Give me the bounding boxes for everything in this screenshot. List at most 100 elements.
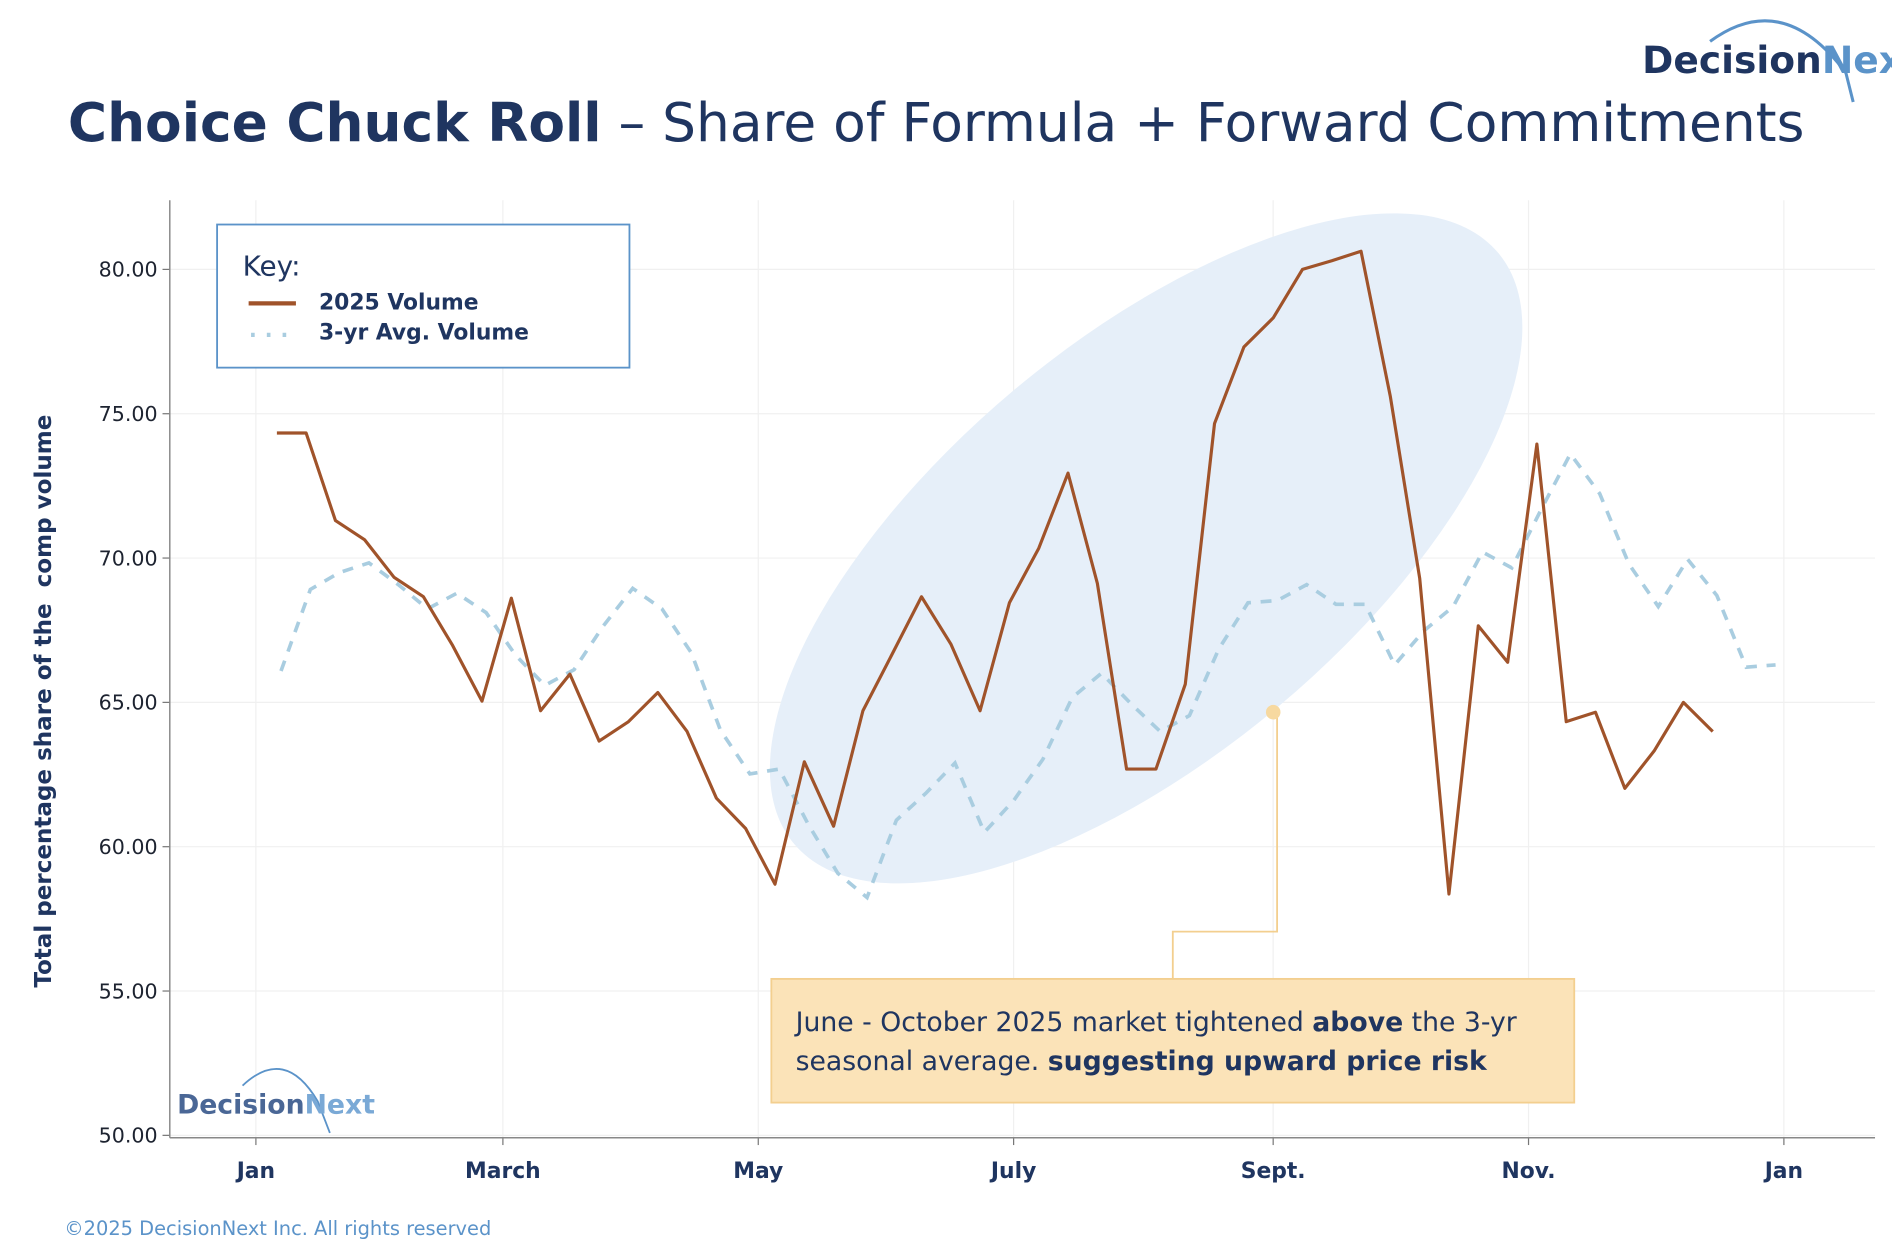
data-point-2025-volume (510, 597, 512, 599)
svg-text:DecisionNext: DecisionNext (177, 1090, 375, 1121)
annotation: June - October 2025 market tightened abo… (770, 704, 1576, 1104)
data-point-3yr-avg-volume (573, 669, 575, 671)
data-point-3yr-avg-volume (661, 608, 663, 610)
data-point-3yr-avg-volume (1481, 551, 1483, 553)
data-point-3yr-avg-volume (338, 571, 340, 573)
data-point-2025-volume (1448, 893, 1450, 895)
data-point-3yr-avg-volume (368, 562, 370, 564)
data-point-3yr-avg-volume (632, 587, 634, 589)
data-point-2025-volume (979, 710, 981, 712)
data-point-3yr-avg-volume (778, 768, 780, 770)
y-tick-label: 60.00 (99, 835, 158, 859)
legend-item-2025: 2025 Volume (319, 290, 479, 315)
data-point-3yr-avg-volume (1716, 594, 1718, 596)
x-tick-label: July (989, 1159, 1036, 1184)
series-layer (276, 249, 1776, 901)
data-point-2025-volume (451, 644, 453, 646)
data-point-3yr-avg-volume (1452, 605, 1454, 607)
data-point-2025-volume (657, 691, 659, 693)
data-point-2025-volume (1712, 730, 1714, 732)
annotation-box (770, 977, 1576, 1104)
legend: Key: 2025 Volume 3-yr Avg. Volume (216, 223, 631, 369)
data-point-2025-volume (1419, 577, 1421, 579)
data-point-2025-volume (598, 740, 600, 742)
data-point-2025-volume (1565, 720, 1567, 722)
data-point-2025-volume (891, 653, 893, 655)
x-tick-label: Sept. (1241, 1159, 1306, 1184)
data-point-3yr-avg-volume (1305, 583, 1307, 585)
annotation-leader (1171, 712, 1279, 979)
data-point-3yr-avg-volume (1745, 666, 1747, 668)
data-point-3yr-avg-volume (1540, 508, 1542, 510)
data-point-2025-volume (715, 797, 717, 799)
data-point-3yr-avg-volume (280, 670, 282, 672)
watermark-logo: DecisionNext (177, 1068, 375, 1134)
data-point-2025-volume (539, 710, 541, 712)
data-point-2025-volume (393, 576, 395, 578)
data-point-2025-volume (950, 643, 952, 645)
annotation-anchor-dot (1265, 704, 1281, 720)
data-point-2025-volume (1506, 661, 1508, 663)
data-point-3yr-avg-volume (485, 611, 487, 613)
highlight-ellipse (769, 213, 1523, 884)
legend-item-avg: 3-yr Avg. Volume (319, 321, 529, 346)
x-tick-label: March (465, 1159, 541, 1184)
copyright: ©2025 DecisionNext Inc. All rights reser… (64, 1217, 491, 1240)
data-point-3yr-avg-volume (397, 583, 399, 585)
data-point-3yr-avg-volume (456, 592, 458, 594)
data-point-3yr-avg-volume (309, 588, 311, 590)
data-point-3yr-avg-volume (1100, 672, 1102, 674)
data-point-3yr-avg-volume (749, 773, 751, 775)
data-point-3yr-avg-volume (925, 792, 927, 794)
data-point-3yr-avg-volume (1012, 799, 1014, 801)
data-point-2025-volume (744, 827, 746, 829)
data-point-3yr-avg-volume (1628, 563, 1630, 565)
data-point-3yr-avg-volume (895, 819, 897, 821)
data-point-2025-volume (363, 539, 365, 541)
data-point-3yr-avg-volume (544, 684, 546, 686)
watermark-arc-icon (241, 1068, 331, 1134)
data-point-2025-volume (1477, 625, 1479, 627)
data-point-2025-volume (1389, 396, 1391, 398)
data-point-3yr-avg-volume (983, 831, 985, 833)
page-title: Choice Chuck Roll – Share of Formula + F… (68, 91, 1804, 154)
data-point-3yr-avg-volume (1598, 492, 1600, 494)
data-point-3yr-avg-volume (1218, 648, 1220, 650)
data-point-2025-volume (627, 720, 629, 722)
data-point-2025-volume (422, 596, 424, 598)
data-point-2025-volume (920, 596, 922, 598)
data-point-3yr-avg-volume (1188, 714, 1190, 716)
y-tick-label: 50.00 (99, 1124, 158, 1148)
legend-title: Key: (243, 249, 301, 282)
x-tick-label: May (733, 1159, 783, 1184)
y-tick-label: 75.00 (99, 402, 158, 426)
data-point-3yr-avg-volume (1159, 730, 1161, 732)
svg-text:June - October 2025 market tig: June - October 2025 market tightened abo… (794, 1007, 1517, 1038)
data-point-3yr-avg-volume (1393, 664, 1395, 666)
data-point-3yr-avg-volume (1569, 453, 1571, 455)
axes: 50.00 55.00 60.00 65.00 70.00 75.00 80.00 Jan Ma… (99, 200, 1876, 1184)
data-point-2025-volume (1213, 422, 1215, 424)
title-rest: – Share of Formula + Forward Commitments (602, 91, 1805, 154)
y-tick-label: 65.00 (99, 691, 158, 715)
data-point-2025-volume (1594, 711, 1596, 713)
svg-text:seasonal average. suggesting u: seasonal average. suggesting upward pric… (796, 1046, 1488, 1077)
data-point-2025-volume (1360, 250, 1362, 252)
data-point-3yr-avg-volume (514, 654, 516, 656)
data-point-2025-volume (1125, 768, 1127, 770)
data-point-2025-volume (276, 432, 278, 434)
data-point-2025-volume (1038, 547, 1040, 549)
data-point-3yr-avg-volume (719, 729, 721, 731)
data-point-3yr-avg-volume (837, 872, 839, 874)
y-axis-label: Total percentage share of the comp volum… (31, 415, 57, 988)
data-point-3yr-avg-volume (866, 896, 868, 898)
data-point-3yr-avg-volume (1511, 567, 1513, 569)
data-point-2025-volume (1653, 750, 1655, 752)
data-point-3yr-avg-volume (1686, 558, 1688, 560)
data-point-3yr-avg-volume (1247, 602, 1249, 604)
data-point-2025-volume (1067, 472, 1069, 474)
data-point-2025-volume (1272, 317, 1274, 319)
data-point-2025-volume (832, 825, 834, 827)
series-line-3yr-avg-volume (279, 450, 1776, 901)
